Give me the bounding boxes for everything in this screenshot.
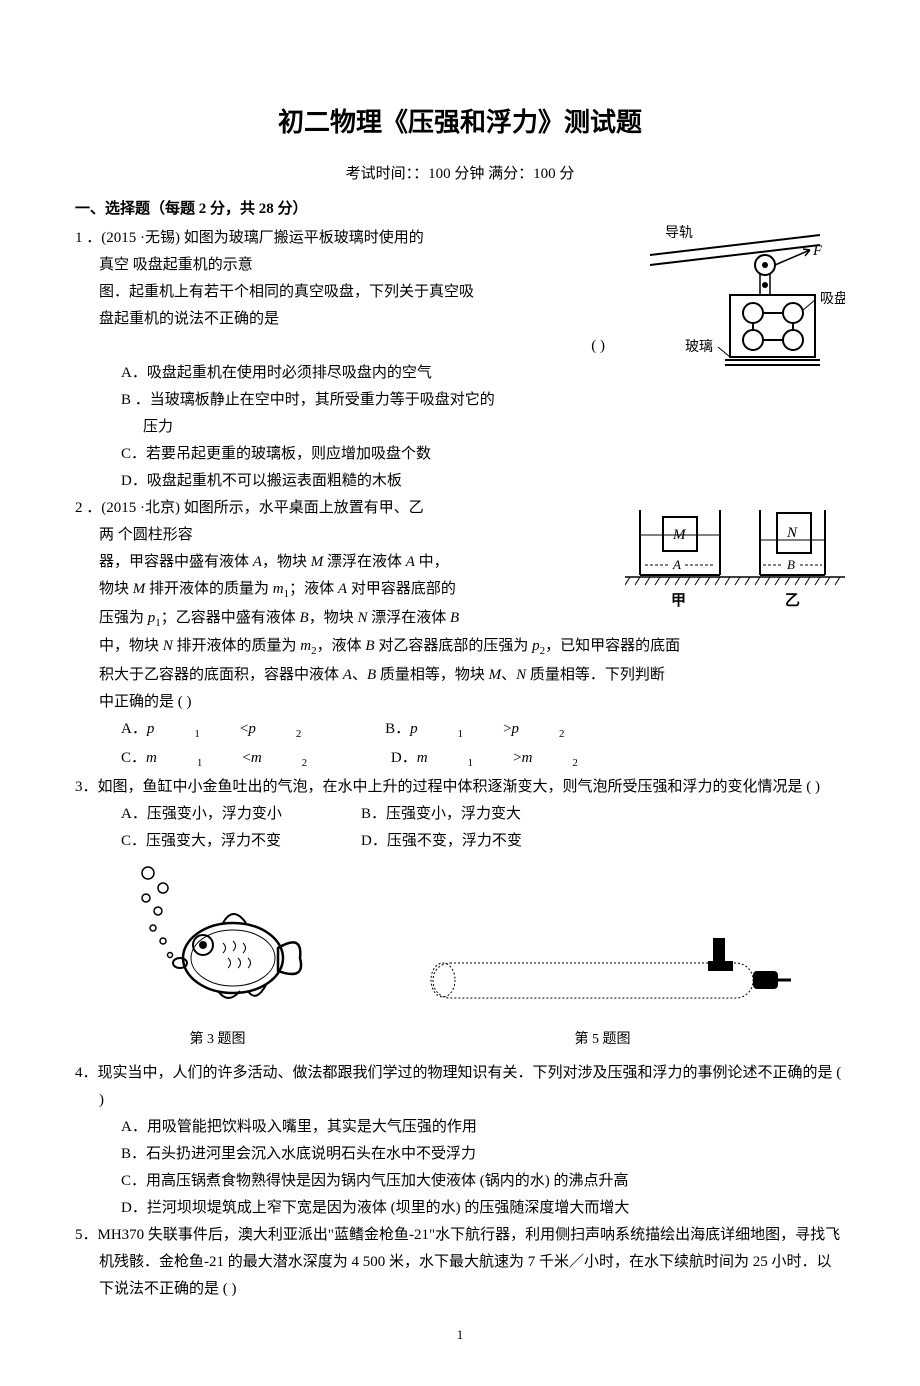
q2-opt-a: A．p1<p2: [121, 716, 341, 745]
q1-stem-1: (2015 ·无锡) 如图为玻璃厂搬运平板玻璃时使用的: [101, 230, 424, 246]
q5-fig-label: 第 5 题图: [413, 1027, 793, 1052]
q1-stem-4: 盘起重机的说法不正确的是: [75, 306, 635, 333]
svg-text:A: A: [672, 557, 681, 572]
q5-stem: MH370 失联事件后，澳大利亚派出"蓝鳍金枪鱼-21"水下航行器，利用侧扫声呐…: [98, 1227, 841, 1297]
q2-stem-4: 物块 M 排开液体的质量为 m1；液体 A 对甲容器底部的: [75, 576, 615, 605]
q4-stem: 现实当中，人们的许多活动、做法都跟我们学过的物理知识有关．下列对涉及压强和浮力的…: [98, 1065, 842, 1108]
q2-options: A．p1<p2 B．p1>p2 C．m1<m2 D．m1>m2: [75, 716, 845, 774]
q2-stem-3: 器，甲容器中盛有液体 A，物块 M 漂浮在液体 A 中，: [75, 549, 615, 576]
q1-num: 1 ．: [75, 230, 101, 246]
q1-opt-d: D．吸盘起重机不可以搬运表面粗糙的木板: [121, 468, 635, 495]
q1-figure: 导轨 F 吸盘: [645, 225, 845, 405]
q3-stem: 如图，鱼缸中小金鱼吐出的气泡，在水中上升的过程中体积逐渐变大，则气泡所受压强和浮…: [98, 779, 821, 795]
q2-stem-2: 两 个圆柱形容: [75, 522, 615, 549]
question-4: 4．现实当中，人们的许多活动、做法都跟我们学过的物理知识有关．下列对涉及压强和浮…: [75, 1060, 845, 1222]
exam-subtitle: 考试时间：：100 分钟 满分：100 分: [75, 161, 845, 188]
q4-opt-d: D．拦河坝坝堤筑成上窄下宽是因为液体 (坝里的水) 的压强随深度增大而增大: [121, 1195, 845, 1222]
q5-figure: 第 5 题图: [413, 923, 793, 1052]
svg-text:N: N: [786, 525, 798, 541]
q3-opt-c: C．压强变大，浮力不变: [121, 828, 361, 855]
q4-opt-c: C．用高压锅煮食物熟得快是因为锅内气压加大使液体 (锅内的水) 的沸点升高: [121, 1168, 845, 1195]
fig-glass-label: 玻璃: [685, 338, 713, 355]
q2-stem-7: 积大于乙容器的底面积，容器中液体 A、B 质量相等，物块 M、N 质量相等．下列…: [75, 662, 845, 689]
q3-options: A．压强变小，浮力变小B．压强变小，浮力变大 C．压强变大，浮力不变D．压强不变…: [75, 801, 845, 855]
svg-text:甲: 甲: [671, 592, 686, 609]
q2-opt-d: D．m1>m2: [391, 745, 618, 774]
q2-stem-8: 中正确的是 ( ): [75, 689, 845, 716]
q4-opt-a: A．用吸管能把饮料吸入嘴里，其实是大气压强的作用: [121, 1114, 845, 1141]
fig-suction-label: 吸盘: [820, 290, 845, 307]
q1-opt-b1: B ．当玻璃板静止在空中时，其所受重力等于吸盘对它的: [121, 387, 635, 414]
question-2: 2 ．(2015 ·北京) 如图所示，水平桌面上放置有甲、乙 两 个圆柱形容 器…: [75, 495, 845, 774]
q1-stem-3: 图．起重机上有若干个相同的真空吸盘，下列关于真空吸: [75, 279, 635, 306]
svg-text:乙: 乙: [785, 593, 800, 609]
question-3: 3．如图，鱼缸中小金鱼吐出的气泡，在水中上升的过程中体积逐渐变大，则气泡所受压强…: [75, 774, 845, 855]
question-1: 1 ．(2015 ·无锡) 如图为玻璃厂搬运平板玻璃时使用的 真空 吸盘起重机的…: [75, 225, 845, 495]
q4-opt-b: B．石头扔进河里会沉入水底说明石头在水中不受浮力: [121, 1141, 845, 1168]
q3-opt-d: D．压强不变，浮力不变: [361, 828, 522, 855]
page-title: 初二物理《压强和浮力》测试题: [75, 100, 845, 147]
section-header: 一、选择题（每题 2 分，共 28 分）: [75, 196, 845, 223]
figure-row: 第 3 题图 第 5 题图: [75, 863, 845, 1052]
fig-force-label: F: [812, 243, 823, 259]
q1-opt-a: A．吸盘起重机在使用时必须排尽吸盘内的空气: [121, 360, 635, 387]
q1-opt-c: C．若要吊起更重的玻璃板，则应增加吸盘个数: [121, 441, 635, 468]
page-number: 1: [75, 1323, 845, 1346]
q1-opt-b2: 压力: [121, 414, 635, 441]
question-5: 5．MH370 失联事件后，澳大利亚派出"蓝鳍金枪鱼-21"水下航行器，利用侧扫…: [75, 1222, 845, 1303]
q2-stem-5: 压强为 p1；乙容器中盛有液体 B，物块 N 漂浮在液体 B: [75, 605, 615, 634]
q1-stem-2: 真空 吸盘起重机的示意: [75, 252, 635, 279]
q2-opt-b: B．p1>p2: [385, 716, 604, 745]
q2-stem-1: (2015 ·北京) 如图所示，水平桌面上放置有甲、乙: [101, 500, 424, 516]
q1-blank: ( ): [75, 333, 635, 360]
q2-figure: M A N B 甲 乙: [625, 495, 845, 625]
q2-opt-c: C．m1<m2: [121, 745, 347, 774]
fig-rail-label: 导轨: [665, 225, 693, 241]
q5-num: 5．: [75, 1227, 98, 1243]
q2-num: 2 ．: [75, 500, 101, 516]
q3-num: 3．: [75, 779, 98, 795]
q4-num: 4．: [75, 1065, 98, 1081]
svg-text:M: M: [672, 527, 687, 543]
svg-text:B: B: [787, 557, 795, 572]
q3-figure: 第 3 题图: [128, 863, 308, 1052]
q2-stem-6: 中，物块 N 排开液体的质量为 m2，液体 B 对乙容器底部的压强为 p2，已知…: [75, 633, 845, 662]
q3-fig-label: 第 3 题图: [128, 1027, 308, 1052]
q3-opt-b: B．压强变小，浮力变大: [361, 801, 521, 828]
q3-opt-a: A．压强变小，浮力变小: [121, 801, 361, 828]
